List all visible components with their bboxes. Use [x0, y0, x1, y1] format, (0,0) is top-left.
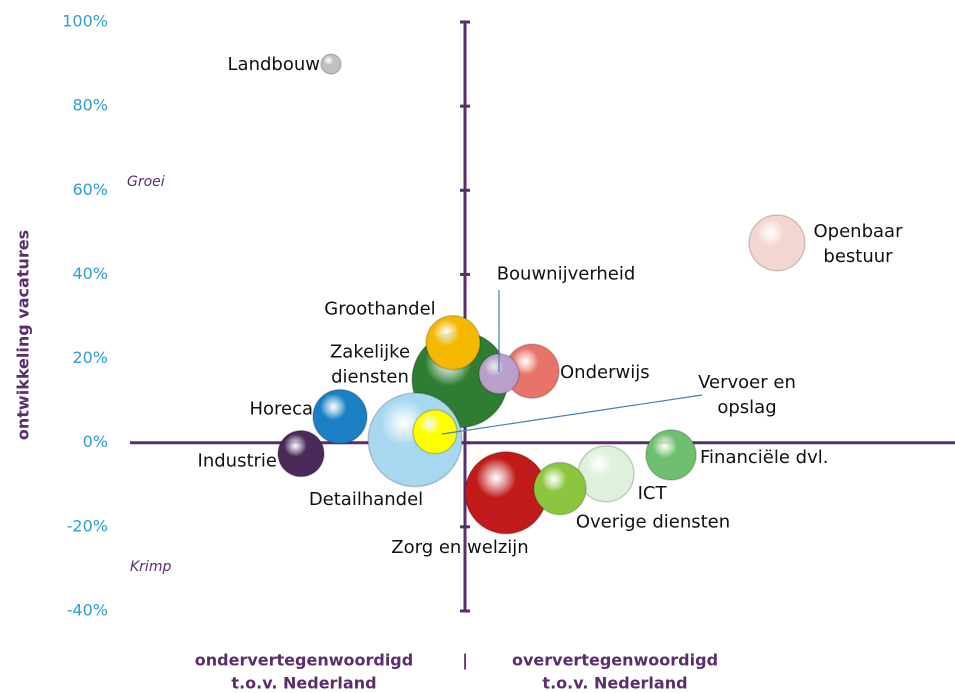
x-label: t.o.v. Nederland — [231, 674, 376, 693]
bubble — [465, 451, 547, 534]
bubble-shade — [645, 429, 697, 481]
bubble — [578, 445, 634, 502]
bubble — [277, 430, 325, 477]
y-tick-label: 80% — [72, 96, 108, 115]
y-tick-label: 40% — [72, 264, 108, 283]
bubble-shade — [425, 314, 481, 371]
bubble — [425, 315, 481, 370]
bubble — [749, 214, 805, 271]
y-tick-label: -20% — [67, 516, 108, 535]
x-label: ondervertegenwoordigd — [195, 651, 413, 670]
bubble — [504, 344, 560, 399]
bubble-label: Zorg en welzijn — [391, 537, 528, 558]
bubble-shade — [277, 429, 325, 478]
bubble-shade — [367, 392, 463, 488]
y-tick-label: -40% — [67, 601, 108, 620]
bubble — [533, 462, 587, 515]
bubble-shade — [748, 214, 806, 272]
y-tick-label: 20% — [72, 348, 108, 367]
bubble — [645, 429, 697, 481]
bubble-shade — [533, 461, 587, 516]
y-tick-label: 60% — [72, 180, 108, 199]
bubble — [321, 54, 341, 75]
x-label: oververtegenwoordigd — [512, 651, 718, 670]
y-axis-label: ontwikkeling vacatures — [14, 230, 33, 440]
bubble-label: Landbouw — [228, 54, 320, 75]
annotation: Groei — [127, 174, 165, 190]
x-label: t.o.v. Nederland — [542, 674, 687, 693]
bubble-label: Onderwijs — [560, 362, 650, 383]
x-label: | — [462, 651, 468, 671]
bubble-label: Overige diensten — [576, 512, 730, 533]
bubble-label: Groothandel — [324, 299, 435, 320]
bubble — [479, 353, 519, 394]
bubble-label: Zakelijke diensten — [330, 342, 410, 388]
bubble-label: Financiële dvl. — [700, 447, 828, 468]
bubble-label: Detailhandel — [309, 489, 423, 510]
bubble-label: Horeca — [249, 399, 313, 420]
bubble — [413, 409, 457, 454]
bubble-label: Bouwnijverheid — [497, 264, 636, 285]
y-tick-label: 100% — [62, 12, 108, 31]
leader-line — [441, 394, 703, 435]
bubble — [312, 389, 368, 444]
y-tick-label: 0% — [83, 432, 108, 451]
bubble-label: Vervoer en opslag — [698, 372, 796, 418]
bubble-shade — [312, 388, 368, 445]
bubble-shade — [320, 53, 342, 75]
bubble-label: Industrie — [198, 451, 277, 472]
bubble-label: Openbaar bestuur — [814, 221, 904, 267]
annotation: Krimp — [130, 559, 171, 575]
bubble-label: ICT — [638, 483, 668, 504]
